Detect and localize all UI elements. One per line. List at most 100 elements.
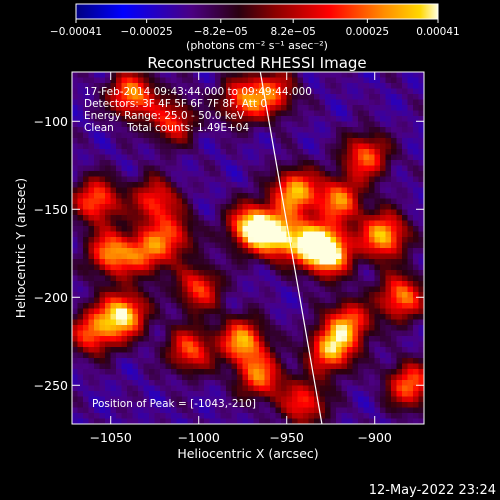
heatmap-cell (171, 220, 177, 227)
heatmap-cell (418, 407, 424, 414)
heatmap-cell (72, 149, 78, 155)
heatmap-cell (220, 248, 227, 254)
heatmap-cell (270, 385, 276, 392)
heatmap-cell (270, 270, 276, 276)
heatmap-cell (231, 149, 238, 155)
heatmap-cell (292, 314, 298, 320)
heatmap-cell (226, 138, 232, 144)
heatmap-cell (352, 248, 359, 254)
heatmap-cell (165, 204, 172, 210)
heatmap-cell (193, 127, 199, 133)
heatmap-cell (286, 127, 293, 133)
heatmap-cell (198, 116, 205, 122)
heatmap-cell (121, 215, 128, 221)
heatmap-cell (154, 374, 161, 381)
heatmap-cell (303, 132, 309, 139)
heatmap-cell (270, 314, 276, 320)
heatmap-cell (160, 165, 166, 172)
heatmap-cell (231, 270, 238, 276)
heatmap-cell (259, 385, 265, 392)
heatmap-cell (149, 110, 155, 117)
heatmap-cell (187, 418, 194, 424)
heatmap-cell (127, 193, 133, 199)
heatmap-cell (308, 308, 315, 315)
heatmap-cell (319, 99, 326, 106)
heatmap-cell (83, 72, 89, 78)
heatmap-cell (363, 374, 370, 381)
heatmap-cell (336, 138, 342, 144)
heatmap-cell (121, 198, 128, 205)
heatmap-cell (143, 297, 150, 304)
heatmap-cell (396, 121, 403, 128)
heatmap-cell (242, 248, 249, 254)
heatmap-cell (182, 407, 188, 414)
heatmap-cell (149, 154, 155, 161)
heatmap-cell (226, 182, 232, 188)
heatmap-cell (319, 396, 326, 403)
heatmap-cell (149, 396, 155, 403)
heatmap-cell (215, 374, 221, 381)
heatmap-cell (319, 413, 326, 419)
heatmap-cell (248, 182, 254, 188)
heatmap-cell (209, 253, 216, 260)
heatmap-cell (363, 237, 370, 243)
heatmap-cell (341, 308, 348, 315)
heatmap-cell (215, 187, 221, 194)
heatmap-cell (341, 259, 348, 265)
heatmap-cell (352, 143, 359, 150)
heatmap-cell (259, 88, 265, 95)
heatmap-cell (281, 110, 287, 117)
heatmap-cell (143, 154, 150, 161)
heatmap-cell (187, 88, 194, 95)
heatmap-cell (154, 253, 161, 260)
heatmap-cell (99, 83, 106, 89)
heatmap-cell (303, 88, 309, 95)
heatmap-cell (110, 116, 117, 122)
heatmap-cell (391, 215, 397, 221)
heatmap-cell (231, 209, 238, 216)
heatmap-cell (264, 286, 271, 293)
heatmap-cell (385, 275, 392, 282)
heatmap-cell (138, 193, 144, 199)
heatmap-cell (160, 270, 166, 276)
heatmap-cell (407, 275, 414, 282)
heatmap-cell (308, 143, 315, 150)
heatmap-cell (193, 226, 199, 232)
heatmap-cell (292, 336, 298, 342)
heatmap-cell (275, 204, 282, 210)
heatmap-cell (319, 297, 326, 304)
heatmap-cell (187, 358, 194, 364)
heatmap-cell (363, 341, 370, 348)
heatmap-cell (88, 88, 95, 95)
plot-frame (71, 71, 425, 425)
heatmap-cell (369, 380, 375, 386)
heatmap-cell (253, 231, 260, 238)
heatmap-cell (160, 325, 166, 331)
heatmap-cell (347, 363, 353, 370)
heatmap-cell (182, 127, 188, 133)
heatmap-cell (226, 165, 232, 172)
heatmap-cell (402, 143, 408, 150)
heatmap-cell (352, 215, 359, 221)
heatmap-cell (418, 292, 424, 298)
heatmap-cell (77, 193, 84, 199)
heatmap-cell (374, 198, 381, 205)
heatmap-cell (264, 165, 271, 172)
heatmap-cell (380, 363, 386, 370)
heatmap-cell (325, 149, 331, 155)
heatmap-cell (127, 88, 133, 95)
heatmap-cell (198, 193, 205, 199)
heatmap-cell (242, 330, 249, 337)
heatmap-cells (72, 72, 424, 424)
heatmap-cell (94, 369, 100, 375)
heatmap-cell (165, 154, 172, 161)
heatmap-cell (99, 297, 106, 304)
heatmap-cell (297, 127, 304, 133)
heatmap-cell (187, 380, 194, 386)
heatmap-cell (72, 160, 78, 166)
heatmap-cell (303, 347, 309, 353)
heatmap-cell (264, 171, 271, 177)
heatmap-cell (110, 385, 117, 392)
heatmap-cell (182, 231, 188, 238)
heatmap-cell (237, 143, 243, 150)
